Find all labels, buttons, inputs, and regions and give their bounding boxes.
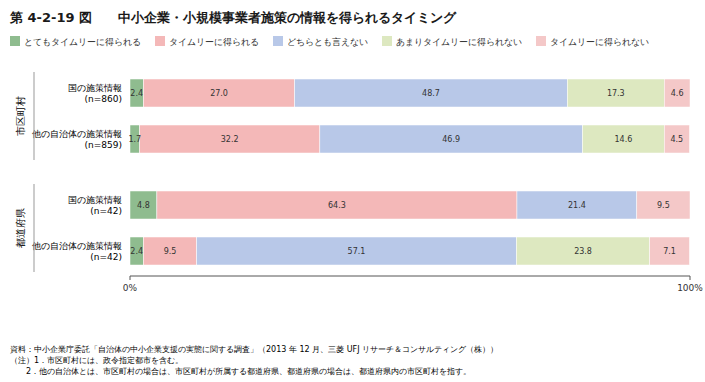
legend-swatch [155,36,165,46]
bar [140,125,320,153]
bar [143,237,196,265]
data-label: 57.1 [348,247,366,256]
category-label: 他の自治体の施策情報(n=42) [32,241,122,262]
data-label: 4.6 [671,89,684,98]
legend-item: タイムリーに得られない [536,36,649,47]
data-label: 14.6 [614,135,632,144]
bar [517,191,637,219]
x-tick [130,276,131,280]
x-tick-label: 100% [677,283,703,293]
data-label: 1.7 [128,135,141,144]
category-label-line: (n=859) [85,140,122,150]
legend-item: タイムリーに得られる [155,36,259,47]
footer-line: 資料：中小企業庁委託「自治体の中小企業支援の実態に関する調査」（2013 年 1… [10,345,498,354]
data-label: 46.9 [442,135,460,144]
data-label: 32.2 [221,135,239,144]
data-label: 9.5 [164,247,177,256]
category-label-line: (n=42) [90,252,122,262]
bar [650,237,690,265]
data-label: 21.4 [568,201,586,210]
bar [582,125,664,153]
bars [130,79,690,265]
footer: 資料：中小企業庁委託「自治体の中小企業支援の実態に関する調査」（2013 年 1… [10,345,498,376]
legend-label: どちらとも言えない [287,37,368,47]
category-label-line: (n=42) [90,206,122,216]
data-label: 7.1 [663,247,676,256]
x-axis-line [130,276,690,277]
data-label: 48.7 [422,89,440,98]
category-label-line: 国の施策情報 [68,195,122,205]
legend-item: どちらとも言えない [273,36,368,47]
category-label-line: 他の自治体の施策情報 [32,129,122,139]
data-label: 2.4 [130,89,143,98]
category-label: 国の施策情報(n=860) [68,83,122,104]
legend-swatch [536,36,546,46]
data-label: 4.5 [670,135,683,144]
bar [664,79,690,107]
bar [295,79,568,107]
legend-label: とてもタイムリーに得られる [24,37,141,47]
category-label-line: (n=860) [85,94,122,104]
legend-swatch [382,36,392,46]
bar [143,79,294,107]
legend-item: とてもタイムリーに得られる [10,36,141,47]
bar [197,237,517,265]
legend-swatch [273,36,283,46]
group-bracket [34,184,35,272]
bar [637,191,690,219]
data-labels: 2.4 27.0 48.7 17.3 4.6 1.7 32.2 46.9 14.6 4.5 4.8 6… [128,89,683,256]
data-label: 27.0 [210,89,228,98]
legend-item: あまりタイムリーに得られない [382,36,522,47]
data-label: 64.3 [328,201,346,210]
background [0,0,705,382]
bar [157,191,517,219]
bar [130,237,143,265]
bar [130,191,157,219]
bar [320,125,583,153]
title: 第 4-2-19 図 中小企業・小規模事業者施策の情報を得られるタイミング [9,10,457,25]
data-label: 17.3 [607,89,625,98]
group-bracket [34,72,35,160]
data-label: 4.8 [137,201,150,210]
group-label: 市区町村 [15,96,26,136]
x-tick-label: 0% [123,283,138,293]
data-label: 9.5 [657,201,670,210]
category-label-line: 他の自治体の施策情報 [32,241,122,251]
category-label: 他の自治体の施策情報(n=859) [32,129,122,150]
legend-label: タイムリーに得られない [550,37,649,47]
category-label-line: 国の施策情報 [68,83,122,93]
group-label: 都道府県 [15,208,26,248]
bar [130,79,143,107]
data-label: 2.4 [130,247,143,256]
bar [664,125,689,153]
legend-label: あまりタイムリーに得られない [396,37,522,47]
legend-label: タイムリーに得られる [169,37,259,47]
legend-swatch [10,36,20,46]
bar [567,79,664,107]
data-label: 23.8 [574,247,592,256]
legend: とてもタイムリーに得られる タイムリーに得られる どちらとも言えない あまりタイムリー… [10,36,649,47]
footer-line: 2．他の自治体とは、市区町村の場合は、市区町村が所属する都道府県、都道府県の場合… [10,367,471,376]
bar [516,237,649,265]
category-label: 国の施策情報(n=42) [68,195,122,216]
footer-line: （注）1．市区町村には、政令指定都市を含む。 [10,356,183,365]
x-tick [690,276,691,280]
